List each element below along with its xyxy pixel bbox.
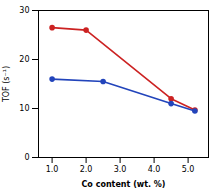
svg-text:30: 30: [19, 6, 29, 15]
svg-text:Co content (wt. %): Co content (wt. %): [81, 180, 165, 189]
svg-text:0: 0: [24, 153, 29, 162]
svg-text:3.0: 3.0: [114, 165, 127, 174]
svg-text:20: 20: [19, 55, 29, 64]
svg-text:TOF (s⁻¹): TOF (s⁻¹): [2, 66, 11, 103]
svg-text:1.0: 1.0: [46, 165, 59, 174]
svg-text:10: 10: [19, 104, 29, 113]
svg-text:2.0: 2.0: [80, 165, 93, 174]
svg-text:5.0: 5.0: [182, 165, 195, 174]
svg-text:4.0: 4.0: [148, 165, 161, 174]
